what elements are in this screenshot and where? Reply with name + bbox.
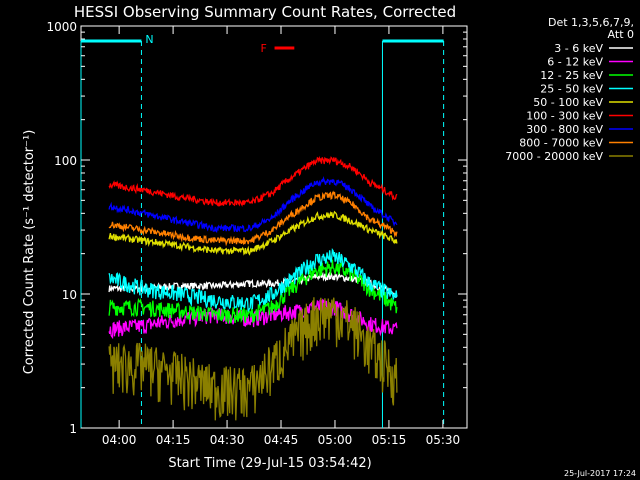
series-line-7 xyxy=(108,190,398,247)
legend-entry-label: 100 - 300 keV xyxy=(526,110,603,123)
series-line-8 xyxy=(108,297,398,421)
y-tick-label: 1 xyxy=(69,422,77,436)
series-line-2 xyxy=(108,259,398,324)
x-tick-label: 05:30 xyxy=(426,433,461,447)
series-line-6 xyxy=(108,175,398,233)
legend-header-attenuator: Att 0 xyxy=(608,28,634,41)
legend-entry-label: 800 - 7000 keV xyxy=(519,137,603,150)
y-tick-label: 1000 xyxy=(46,20,77,34)
y-tick-label: 100 xyxy=(54,154,77,168)
night-markers: NF xyxy=(80,33,445,428)
legend-entry-label: 3 - 6 keV xyxy=(554,42,603,55)
legend-header-detectors: Det 1,3,5,6,7,9, xyxy=(548,16,634,29)
chart-title: HESSI Observing Summary Count Rates, Cor… xyxy=(74,3,456,21)
x-tick-label: 04:45 xyxy=(264,433,299,447)
legend-entry-label: 300 - 800 keV xyxy=(526,123,603,136)
x-axis-label: Start Time (29-Jul-15 03:54:42) xyxy=(168,456,371,471)
y-axis-label: Corrected Count Rate (s⁻¹ detector⁻¹) xyxy=(22,130,37,375)
x-tick-label: 05:15 xyxy=(372,433,407,447)
legend-entry-label: 12 - 25 keV xyxy=(540,69,603,82)
legend-entry-label: 25 - 50 keV xyxy=(540,83,603,96)
y-tick-label: 10 xyxy=(62,288,77,302)
night-label: N xyxy=(145,33,153,46)
series-line-3 xyxy=(108,247,398,312)
legend-entry-label: 7000 - 20000 keV xyxy=(505,150,603,163)
legend-entry-label: 6 - 12 keV xyxy=(547,56,603,69)
x-tick-label: 04:00 xyxy=(102,433,137,447)
x-tick-label: 05:00 xyxy=(318,433,353,447)
axes: 04:00 04:15 04:30 04:45 05:00 05:15 05:30 1 10 10… xyxy=(46,20,467,447)
footer-timestamp: 25-Jul-2017 17:24 xyxy=(564,469,636,478)
flare-label: F xyxy=(261,42,267,55)
series-line-4 xyxy=(108,210,398,256)
x-tick-label: 04:15 xyxy=(156,433,191,447)
series-line-5 xyxy=(108,155,398,207)
series-layer xyxy=(108,155,398,421)
legend-entry-label: 50 - 100 keV xyxy=(533,96,603,109)
x-tick-label: 04:30 xyxy=(210,433,245,447)
